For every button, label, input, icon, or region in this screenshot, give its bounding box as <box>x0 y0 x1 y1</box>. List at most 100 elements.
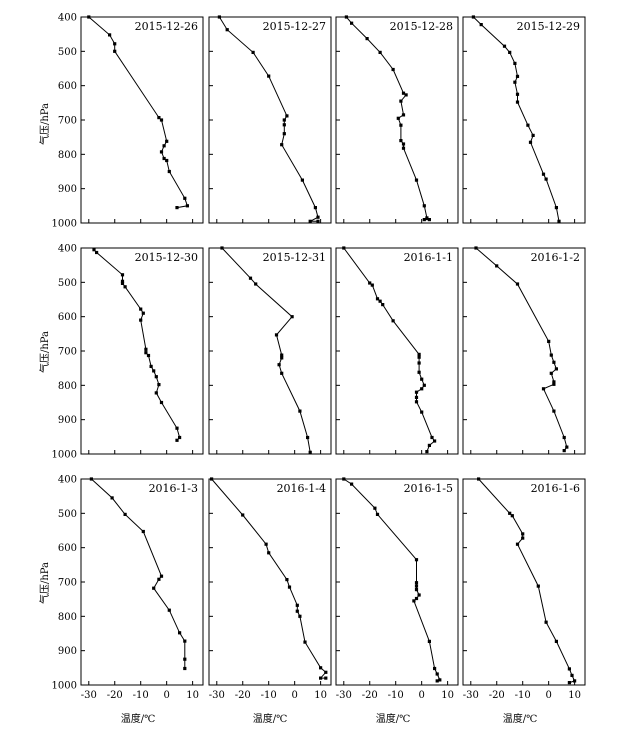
data-point <box>508 50 512 54</box>
data-point <box>274 333 279 337</box>
data-point <box>108 33 112 37</box>
data-point <box>152 586 156 590</box>
data-point <box>159 400 164 405</box>
data-point <box>513 61 517 65</box>
x-tick-label: 0 <box>291 690 297 701</box>
data-point <box>375 512 380 516</box>
y-tick-label: 500 <box>58 47 77 58</box>
data-point <box>414 596 419 601</box>
data-point <box>554 367 558 371</box>
temperature-profile-line <box>473 16 560 222</box>
data-point <box>373 506 377 510</box>
data-point <box>401 142 406 146</box>
temperature-profile-line <box>88 16 189 209</box>
plot-frame <box>208 16 332 224</box>
data-point <box>217 15 221 19</box>
y-axis-label-row-1: 气压/hPa <box>38 103 51 145</box>
data-point <box>417 370 421 374</box>
plot-frame <box>208 247 332 455</box>
panel-title: 2016-1-6 <box>531 482 580 495</box>
data-point <box>513 80 517 84</box>
x-axis-label-1: 温度/℃ <box>253 712 288 725</box>
data-point <box>298 409 302 413</box>
data-point <box>183 639 187 643</box>
panel-title: 2016-1-2 <box>531 251 580 264</box>
chart-panel: 400 500 600 700 800 900 1000 -30 -20 -10 0 10 2016-1… <box>52 475 204 701</box>
plot-frame <box>80 16 204 224</box>
temperature-profile-line <box>346 16 431 221</box>
y-tick-label: 500 <box>58 278 77 289</box>
chart-panel: -30 -20 -10 0 10 2016-1-4 <box>208 477 332 701</box>
panel-title: 2016-1-5 <box>404 482 453 495</box>
data-point <box>554 639 558 643</box>
panel-title: 2015-12-29 <box>517 20 580 33</box>
data-point <box>541 172 546 176</box>
data-point <box>141 529 145 534</box>
x-tick-label: -30 <box>209 690 225 701</box>
x-axis-label-2: 温度/℃ <box>376 712 411 725</box>
temperature-profile-line <box>478 478 576 684</box>
data-point <box>139 318 143 322</box>
data-point <box>280 356 284 360</box>
data-point <box>368 281 372 285</box>
data-point <box>401 146 406 150</box>
data-point <box>508 511 512 515</box>
data-point <box>178 631 182 635</box>
plot-frame <box>80 247 204 455</box>
y-tick-label: 600 <box>58 543 77 554</box>
data-point <box>342 477 346 481</box>
data-point <box>165 158 169 163</box>
data-point <box>300 178 304 182</box>
data-point <box>404 93 408 97</box>
data-point <box>414 588 419 592</box>
data-point <box>414 558 419 562</box>
chart-panel: 2016-1-1 <box>335 246 459 455</box>
panel-title: 2015-12-28 <box>390 20 453 33</box>
data-point <box>552 409 556 413</box>
data-point <box>573 679 577 683</box>
data-point <box>152 369 156 373</box>
x-tick-label: -10 <box>133 690 149 701</box>
y-tick-label: 800 <box>58 612 77 623</box>
data-point <box>303 640 307 644</box>
data-point <box>549 371 553 375</box>
data-point <box>220 246 224 250</box>
data-point <box>248 276 253 280</box>
chart-panel: 400 500 600 700 800 900 1000 2015-12-30 <box>52 244 204 461</box>
x-tick-label: -20 <box>235 690 251 701</box>
data-point <box>175 426 179 430</box>
plot-frame <box>462 16 586 224</box>
panel-title: 2016-1-1 <box>404 251 453 264</box>
data-point <box>342 246 346 250</box>
data-point <box>285 578 289 582</box>
data-point <box>87 15 91 19</box>
data-point <box>515 282 520 286</box>
data-point <box>515 100 520 104</box>
data-point <box>159 574 164 578</box>
data-point <box>280 353 284 357</box>
data-point <box>370 283 374 287</box>
data-point <box>157 116 161 120</box>
data-point <box>414 390 419 394</box>
data-point <box>241 513 245 517</box>
x-tick-label: -10 <box>515 690 531 701</box>
data-point <box>324 676 328 680</box>
data-point <box>308 219 312 223</box>
data-point <box>554 206 558 210</box>
y-tick-label: 400 <box>58 475 77 486</box>
data-point <box>417 361 421 365</box>
data-point <box>110 496 114 500</box>
plot-frame <box>462 478 586 686</box>
data-point <box>113 42 117 46</box>
panel-title: 2015-12-27 <box>263 20 326 33</box>
data-point <box>254 282 258 286</box>
data-point <box>280 143 284 147</box>
data-point <box>547 339 551 343</box>
data-point <box>120 273 125 277</box>
y-tick-label: 1000 <box>52 219 77 230</box>
panel-title: 2016-1-4 <box>277 482 326 495</box>
data-point <box>295 603 299 607</box>
chart-panel: 2015-12-27 <box>208 15 332 224</box>
data-point <box>495 264 499 268</box>
data-point <box>113 49 117 53</box>
